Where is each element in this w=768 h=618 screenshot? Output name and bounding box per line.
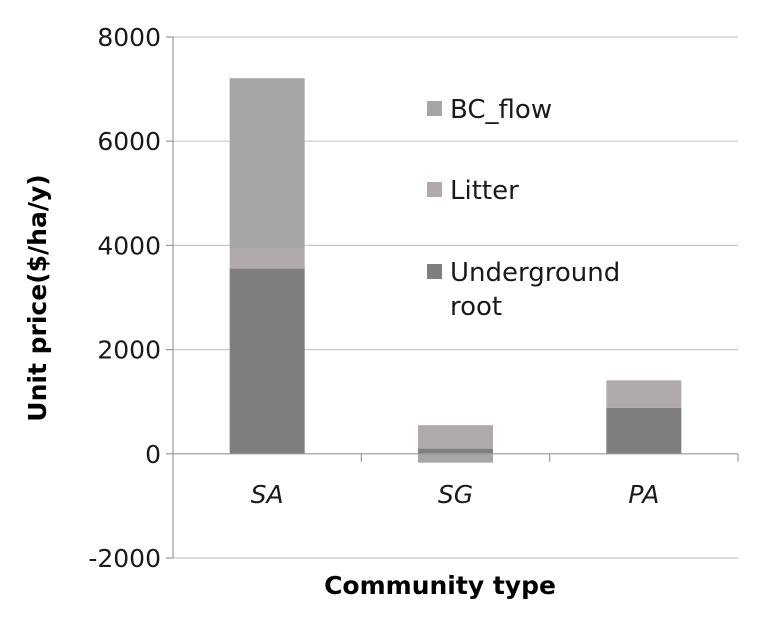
legend: BC_flow Litter Underground root bbox=[427, 95, 620, 322]
bar-segment-underground-root-sa bbox=[229, 268, 305, 454]
legend-swatch-litter bbox=[427, 182, 442, 197]
legend-swatch-underground-root bbox=[427, 264, 442, 279]
bars bbox=[229, 78, 682, 463]
bar-segment-litter-sg bbox=[418, 425, 493, 449]
legend-swatch-bc-flow bbox=[427, 101, 442, 116]
y-tick-label: 6000 bbox=[97, 127, 161, 156]
legend-label-bc-flow: BC_flow bbox=[450, 95, 552, 125]
x-category-label: SG bbox=[438, 480, 473, 509]
bar-segment-litter-pa bbox=[606, 380, 682, 408]
y-tick-label: -2000 bbox=[88, 544, 161, 573]
bar-segment-underground-root-sg bbox=[418, 448, 493, 454]
x-category-label: SA bbox=[251, 480, 284, 509]
y-tick-label: 2000 bbox=[97, 336, 161, 365]
y-tick-label: 0 bbox=[145, 440, 161, 469]
y-axis-title: Unit price($/ha/y) bbox=[23, 174, 52, 421]
axes bbox=[166, 36, 739, 559]
bar-segment-bc-flow-sa bbox=[229, 78, 305, 249]
y-tick-label: 8000 bbox=[97, 23, 161, 52]
legend-label-litter: Litter bbox=[450, 176, 519, 206]
x-axis-title: Community type bbox=[324, 571, 556, 600]
bar-segment-bc-flow-sg bbox=[418, 453, 493, 463]
bar-segment-litter-sa bbox=[229, 248, 305, 269]
legend-label-underground-root: Underground root bbox=[450, 258, 620, 322]
bar-segment-underground-root-pa bbox=[606, 407, 682, 454]
x-category-labels: SA SG PA bbox=[251, 480, 660, 509]
y-tick-label: 4000 bbox=[97, 231, 161, 260]
y-tick-labels: -2000 0 2000 4000 6000 8000 bbox=[88, 23, 161, 573]
x-category-label: PA bbox=[628, 480, 659, 509]
